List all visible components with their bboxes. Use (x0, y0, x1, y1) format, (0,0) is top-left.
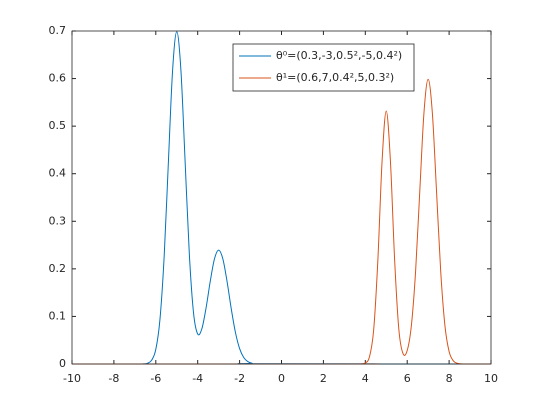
line-series (72, 78, 492, 365)
x-tick-label: 10 (484, 372, 498, 385)
y-tick-label: 0.1 (49, 309, 67, 322)
x-tick-label: -2 (234, 372, 245, 385)
y-tick-label: 0.6 (49, 72, 67, 85)
y-tick-label: 0.2 (49, 262, 67, 275)
x-tick-label: -6 (150, 372, 161, 385)
legend-label: θ⁰=(0.3,-3,0.5²,-5,0.4²) (276, 49, 402, 62)
line-series (72, 31, 492, 365)
x-tick-label: 0 (278, 372, 285, 385)
x-tick-label: 8 (446, 372, 453, 385)
y-tick-label: 0.5 (49, 119, 67, 132)
y-tick-label: 0.4 (49, 167, 67, 180)
x-tick-label: 4 (362, 372, 369, 385)
x-tick-label: -4 (192, 372, 203, 385)
x-tick-label: 2 (320, 372, 327, 385)
x-tick-label: 6 (404, 372, 411, 385)
x-tick-label: -8 (108, 372, 119, 385)
y-tick-label: 0.3 (49, 214, 67, 227)
legend-label: θ¹=(0.6,7,0.4²,5,0.3²) (276, 71, 394, 84)
x-tick-label: -10 (63, 372, 81, 385)
axes-box (71, 30, 492, 365)
y-tick-label: 0.7 (49, 24, 67, 37)
y-tick-label: 0 (59, 357, 66, 370)
legend-box (232, 43, 415, 92)
